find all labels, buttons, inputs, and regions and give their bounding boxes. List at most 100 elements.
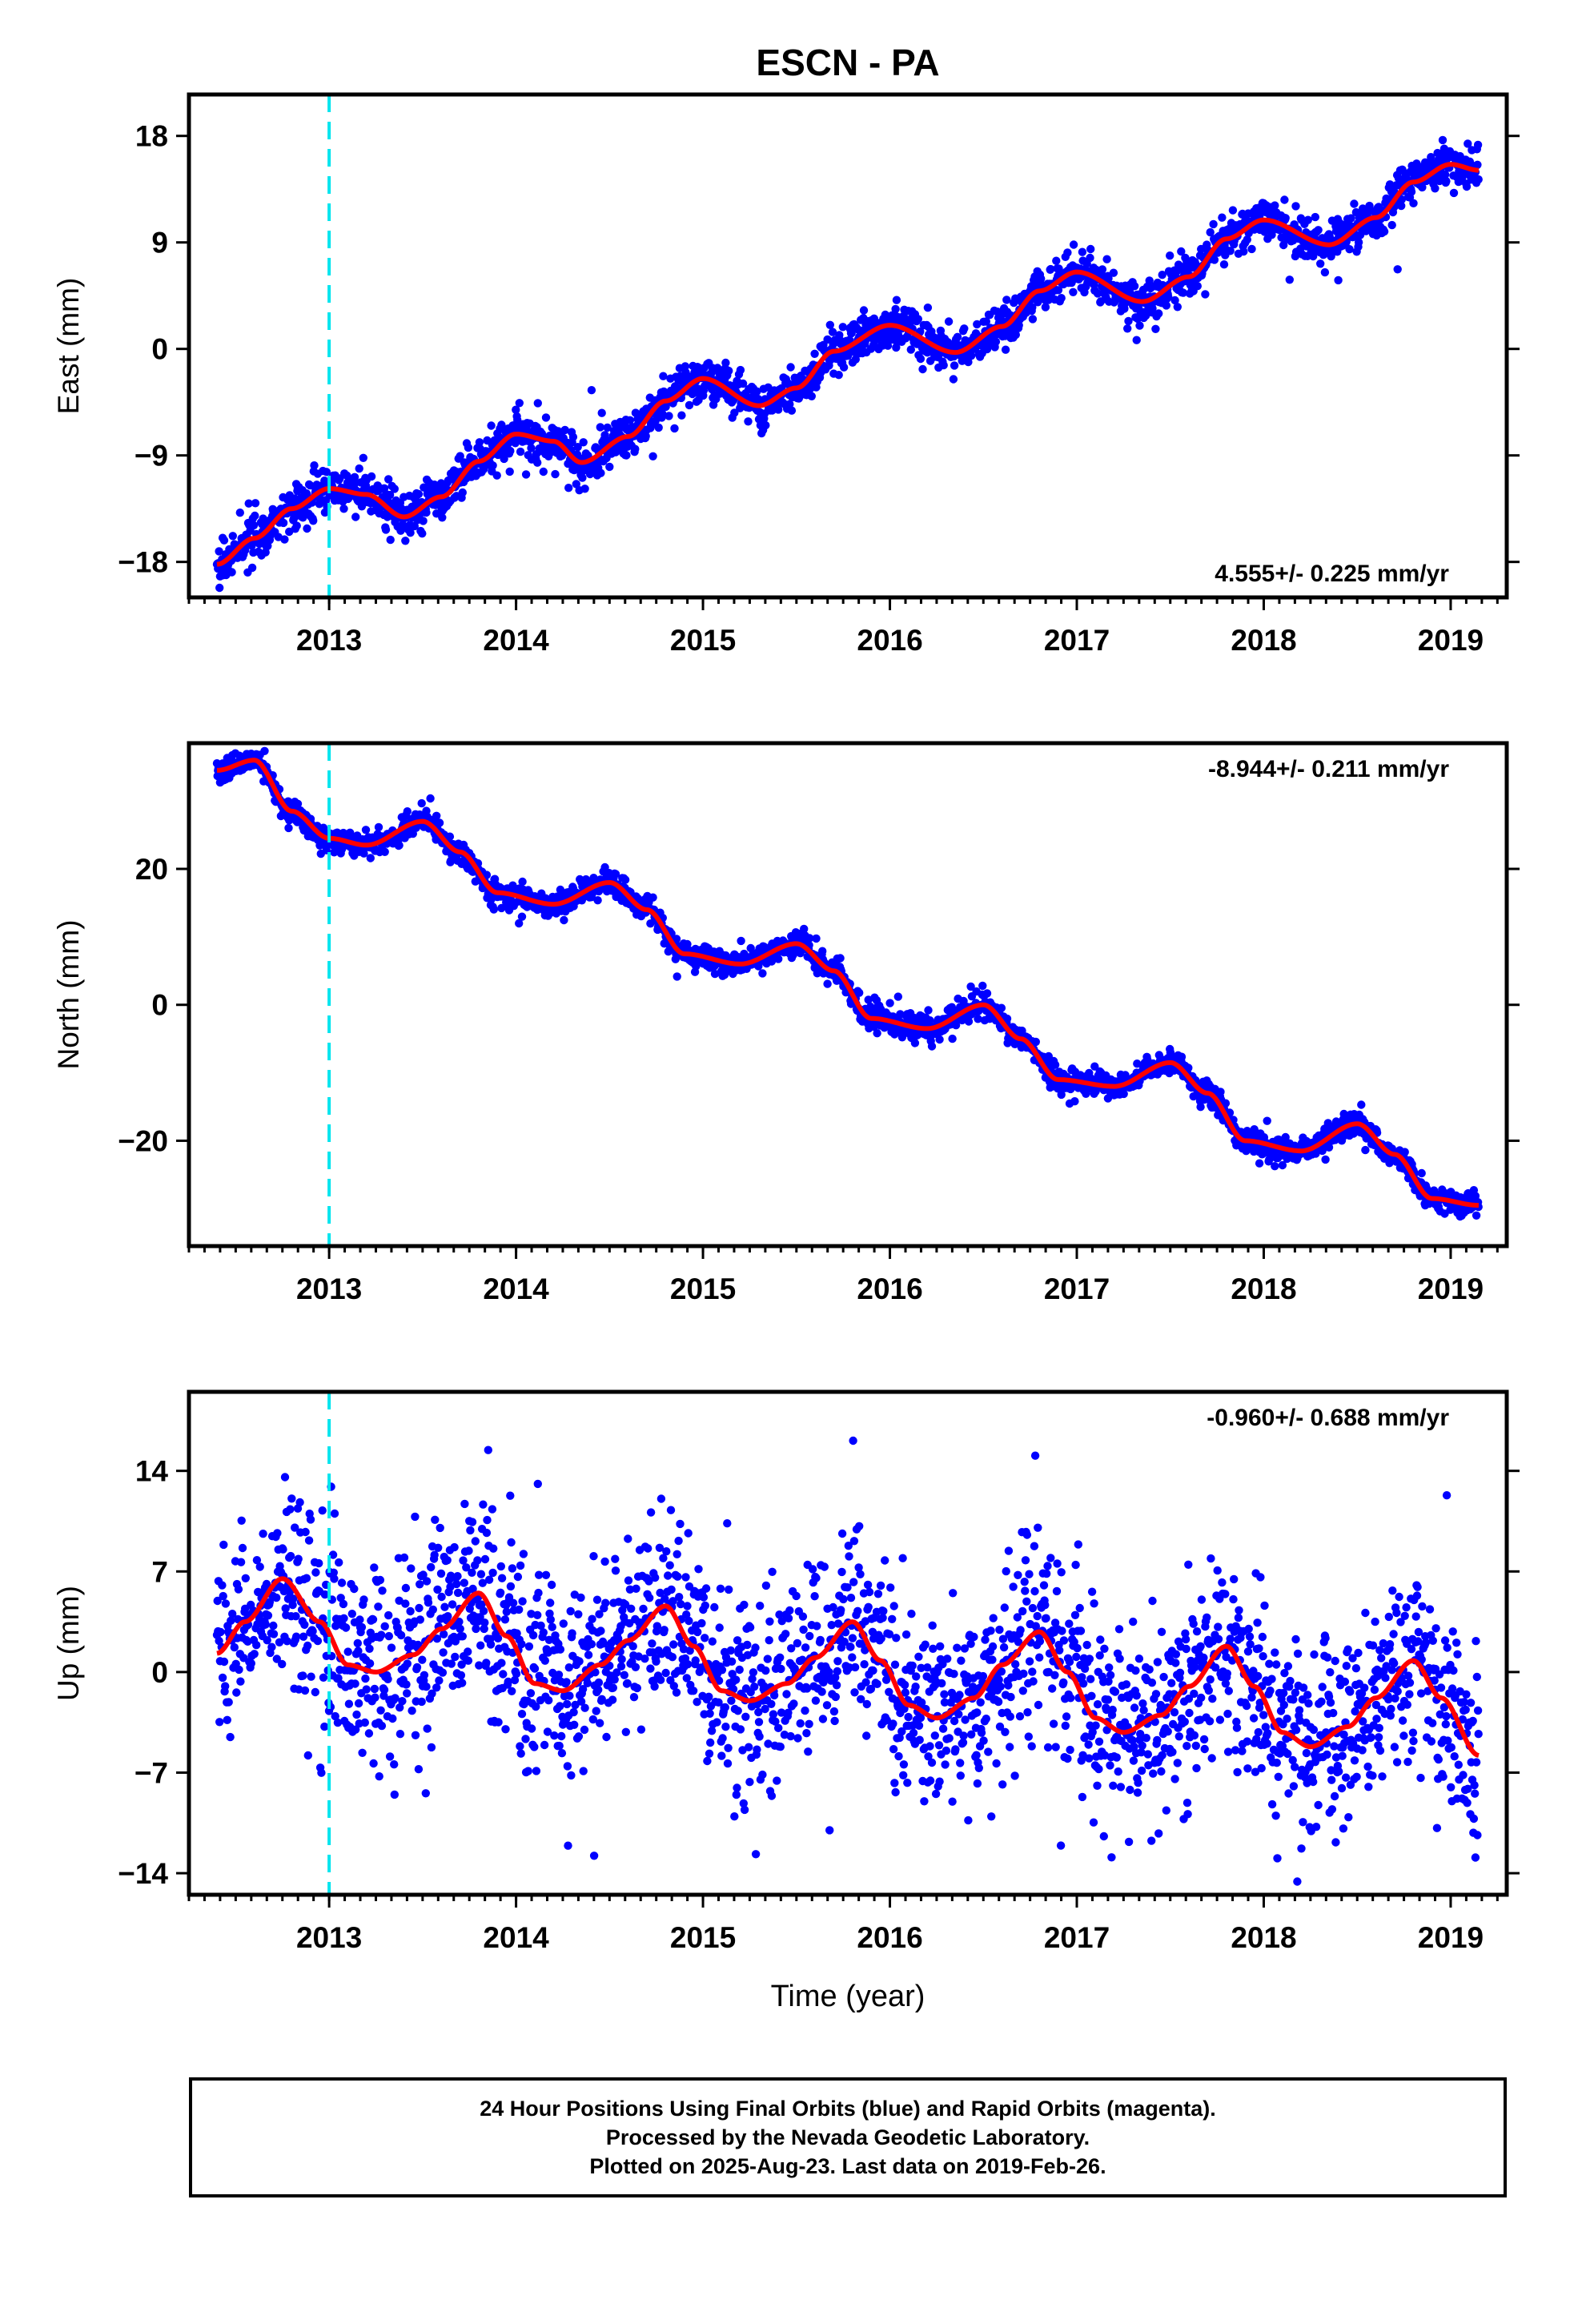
data-point [322, 468, 331, 476]
data-point [360, 1718, 369, 1727]
data-point [374, 1602, 383, 1611]
data-point [1345, 245, 1354, 254]
data-point [939, 360, 948, 370]
data-point [489, 905, 498, 914]
data-point [339, 505, 348, 513]
data-point [1158, 271, 1166, 279]
data-point [657, 409, 667, 418]
data-point [1291, 202, 1300, 211]
data-point [1280, 195, 1289, 204]
data-point [948, 1034, 957, 1043]
data-point [395, 841, 404, 850]
data-point [358, 1748, 367, 1757]
data-point [982, 317, 991, 326]
data-point [681, 362, 690, 371]
data-point [300, 1686, 310, 1695]
data-point [330, 1509, 339, 1518]
data-point [344, 1699, 354, 1708]
data-point [631, 444, 640, 453]
data-point [1028, 303, 1037, 312]
data-point [331, 1711, 339, 1721]
data-point [533, 399, 542, 408]
data-point [1170, 296, 1179, 305]
data-point [378, 1586, 387, 1595]
data-point [603, 423, 612, 432]
data-point [916, 354, 926, 364]
data-point [354, 1699, 363, 1708]
east-observations [212, 135, 1483, 593]
data-point [738, 379, 748, 388]
data-point [219, 1540, 228, 1550]
data-point [654, 423, 663, 432]
data-point [362, 1685, 371, 1694]
data-point [390, 485, 399, 493]
data-point [261, 1620, 270, 1629]
data-point [521, 470, 531, 479]
data-point [230, 1642, 239, 1652]
data-point [785, 400, 794, 408]
data-point [435, 818, 444, 827]
data-point [234, 1585, 243, 1594]
data-point [306, 1515, 315, 1524]
data-point [351, 1679, 359, 1688]
data-point [380, 847, 389, 857]
data-point [1281, 1132, 1290, 1142]
data-point [291, 1523, 299, 1532]
data-point [1473, 140, 1483, 150]
data-point [286, 1505, 295, 1514]
data-point [1196, 1103, 1205, 1112]
data-point [329, 1568, 338, 1578]
data-point [600, 862, 609, 872]
data-point [1347, 214, 1355, 223]
data-point [974, 1015, 982, 1023]
east-panel: 2013 2014 2015 2016 2017 2018 20191890−9−18Eas… [52, 92, 1520, 657]
data-point [235, 509, 244, 517]
data-point [236, 1558, 246, 1566]
data-point [597, 408, 606, 417]
data-point [1320, 267, 1330, 277]
data-point [306, 480, 315, 490]
data-point [355, 464, 363, 473]
data-point [1086, 253, 1094, 263]
data-point [384, 475, 393, 484]
north-panel: 2013 2014 2015 2016 2017 2018 2019200−20North … [52, 741, 1520, 1305]
data-point [1132, 336, 1141, 344]
data-point [1052, 256, 1061, 265]
data-point [259, 1530, 267, 1538]
data-point [272, 1593, 281, 1602]
data-point [302, 1574, 311, 1582]
data-point [560, 425, 569, 435]
data-point [341, 1623, 351, 1632]
data-point [1354, 238, 1363, 247]
data-point [375, 1575, 385, 1585]
data-point [365, 1659, 375, 1668]
data-point [906, 345, 916, 354]
data-point [318, 1506, 327, 1515]
data-point [307, 1672, 315, 1681]
data-point [241, 545, 250, 555]
data-point [300, 1620, 309, 1630]
north-frame [187, 741, 1509, 1248]
data-point [295, 1498, 304, 1507]
data-point [1474, 175, 1483, 184]
data-point [482, 870, 492, 879]
data-point [1462, 182, 1472, 191]
data-point [1145, 276, 1154, 285]
data-point [1162, 301, 1171, 310]
y-tick-label: 0 [151, 989, 168, 1022]
data-point [1218, 213, 1227, 222]
data-point [807, 392, 816, 400]
data-point [1151, 324, 1160, 333]
data-point [221, 1682, 230, 1691]
data-point [648, 452, 657, 460]
data-point [280, 1473, 290, 1482]
data-point [1210, 255, 1219, 264]
data-point [1247, 244, 1256, 254]
data-point [247, 1659, 255, 1668]
data-point [346, 828, 355, 838]
east-model-curve [216, 162, 1480, 567]
data-point [855, 988, 864, 997]
data-point [1197, 244, 1206, 254]
data-point [261, 548, 270, 557]
up-observations [212, 1436, 1483, 1886]
